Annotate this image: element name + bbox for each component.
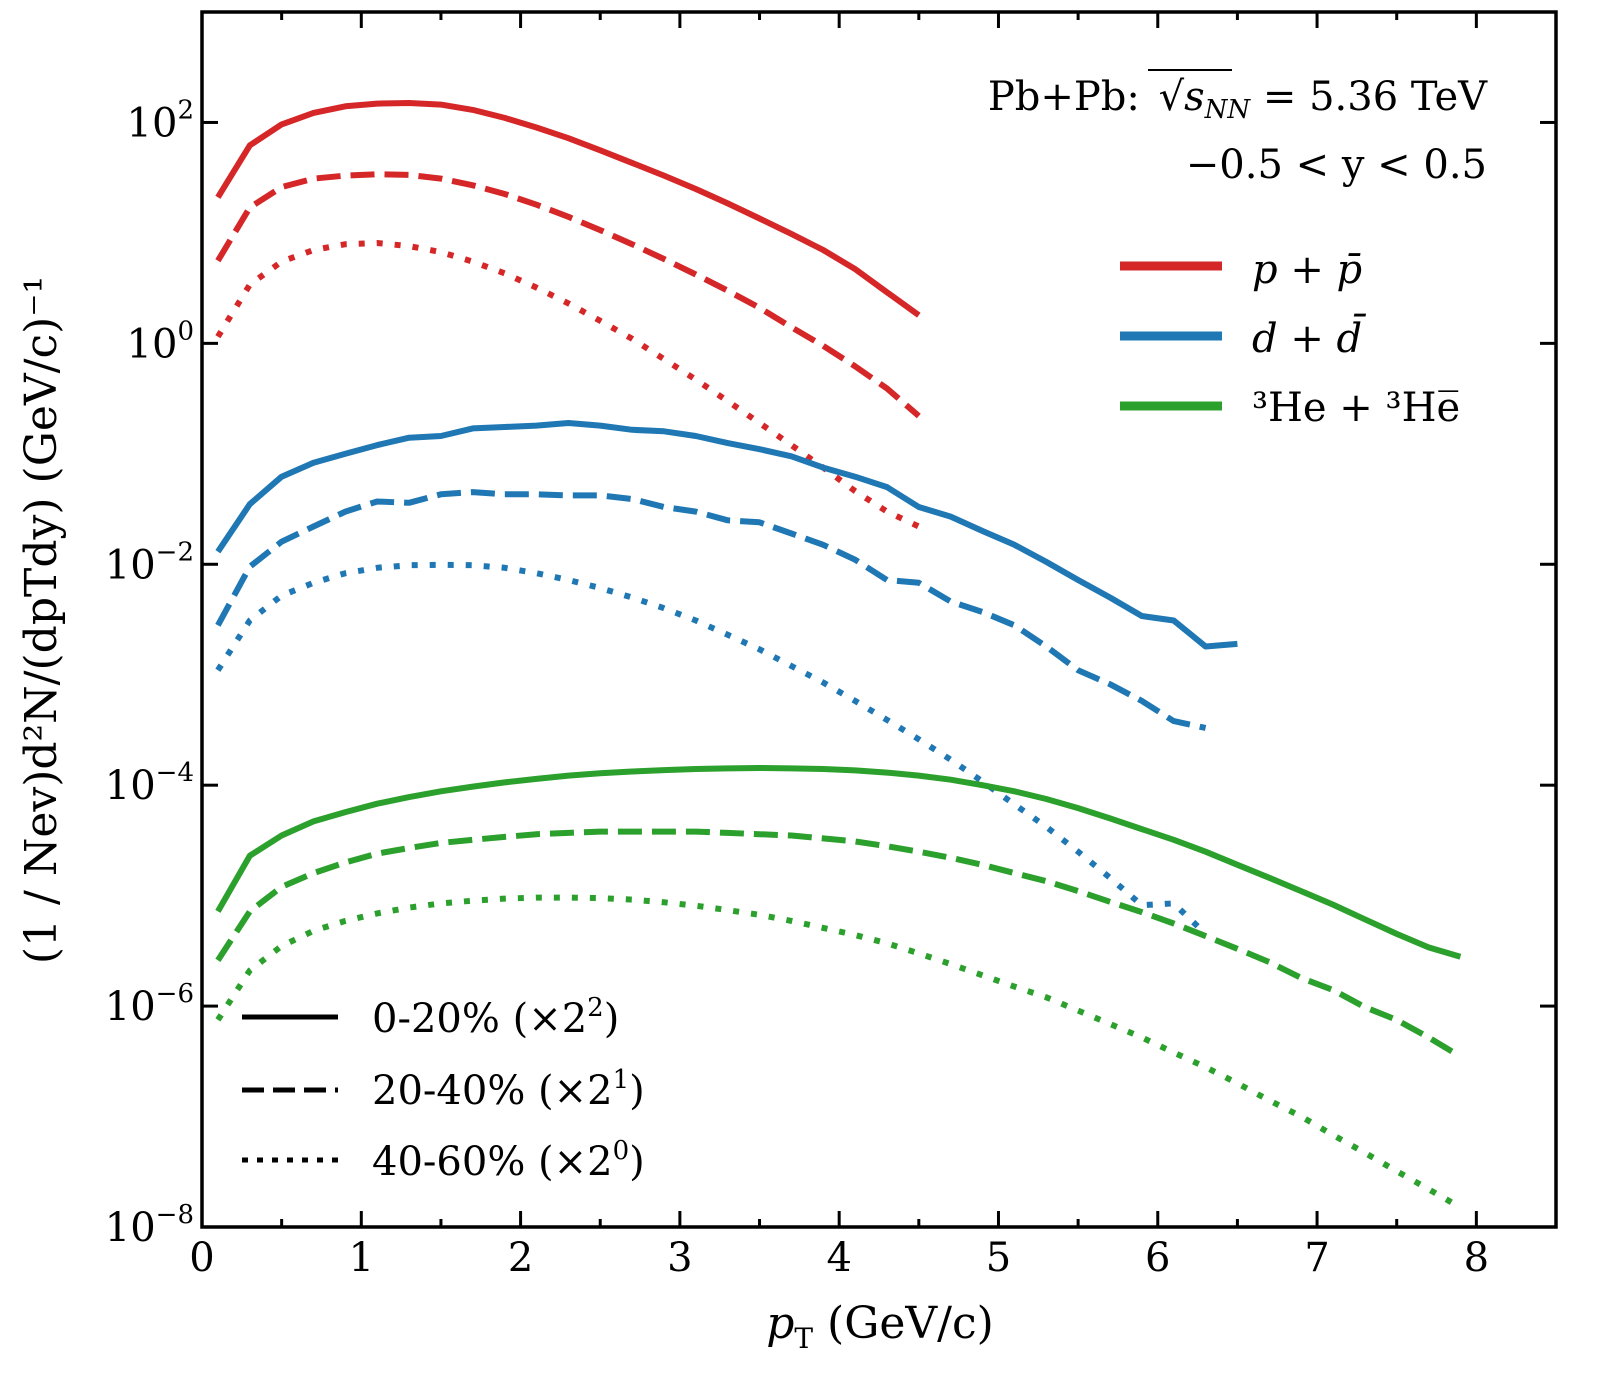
- legend-label-0-20: 0-20% (×22): [372, 993, 619, 1042]
- x-tick-label: 1: [349, 1235, 374, 1281]
- tick-labels-layer: 0 1 2 3 4 5 6 7 8 102 100 10−2 10−4 10−6 10−8: [105, 95, 1489, 1281]
- y-tick-label: 10−6: [105, 979, 194, 1030]
- y-tick-label: 10−4: [105, 758, 194, 809]
- series-line-3he-20-40-: [215, 828, 1462, 1060]
- x-tick-label: 7: [1304, 1235, 1329, 1281]
- x-tick-label: 6: [1145, 1235, 1170, 1281]
- series-line-p-pbar-20-40-: [215, 171, 921, 419]
- legend-label-proton: p + p̄: [1252, 247, 1362, 293]
- series-line-d-dbar-40-60-: [215, 561, 1208, 937]
- y-axis-label: (1 / Nev)d²N/(dpTdy) (GeV/c)⁻¹: [16, 276, 67, 964]
- x-tick-label: 5: [986, 1235, 1011, 1281]
- plot-area: [215, 100, 1462, 1211]
- ticks-layer: [200, 12, 1556, 1229]
- x-tick-label: 4: [826, 1235, 851, 1281]
- series-line-p-pbar-0-20-: [215, 100, 921, 318]
- centrality-legend: 0-20% (×22) 20-40% (×21) 40-60% (×20): [242, 993, 645, 1185]
- y-tick-label: 10−2: [105, 537, 194, 588]
- legend-label-40-60: 40-60% (×20): [372, 1136, 645, 1185]
- x-tick-label: 0: [189, 1235, 214, 1281]
- y-tick-label: 10−8: [105, 1200, 194, 1251]
- legend-label-deuteron: d + d̄: [1252, 313, 1367, 362]
- x-tick-label: 2: [508, 1235, 533, 1281]
- series-line-3he-0-20-: [215, 765, 1462, 960]
- rapidity-text: −0.5 < y < 0.5: [1186, 142, 1487, 188]
- collision-annotation: Pb+Pb: √sNN = 5.36 TeV −0.5 < y < 0.5: [988, 69, 1488, 188]
- series-line-3he-40-60-: [215, 894, 1462, 1211]
- axes-frame: [200, 10, 1558, 1229]
- x-axis-label: pT (GeV/c): [766, 1298, 994, 1355]
- particle-legend: p + p̄ d + d̄ ³He + ³He̅: [1120, 247, 1460, 431]
- legend-label-helium3: ³He + ³He̅: [1252, 385, 1460, 431]
- series-line-d-dbar-20-40-: [215, 489, 1207, 731]
- collision-system-text: Pb+Pb: √sNN = 5.36 TeV: [988, 74, 1488, 125]
- legend-label-20-40: 20-40% (×21): [372, 1065, 645, 1114]
- series-line-p-pbar-40-60-: [215, 240, 921, 530]
- y-tick-label: 102: [127, 95, 194, 146]
- x-tick-label: 3: [667, 1235, 692, 1281]
- x-tick-label: 8: [1464, 1235, 1489, 1281]
- series-layer: [215, 100, 1462, 1211]
- series-line-d-dbar-0-20-: [215, 420, 1238, 650]
- y-tick-label: 100: [127, 316, 194, 367]
